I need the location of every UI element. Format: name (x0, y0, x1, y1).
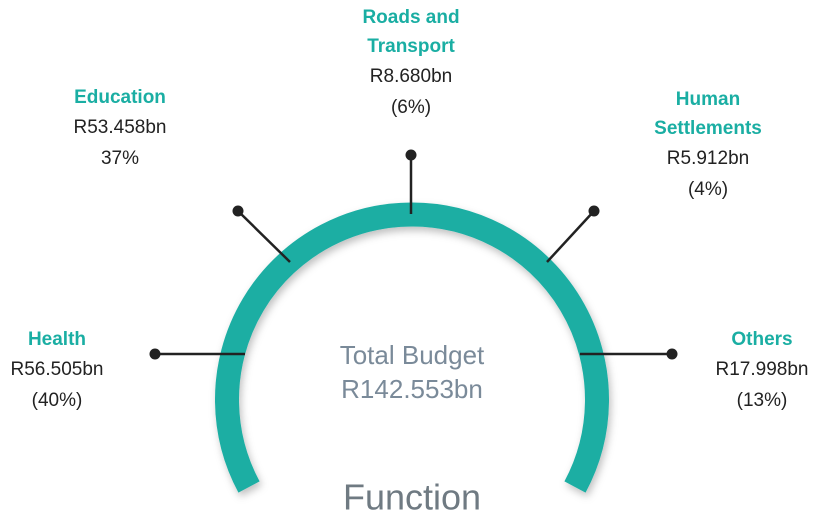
item-amount: R8.680bn (370, 66, 452, 87)
item-amount: R17.998bn (716, 359, 809, 380)
connector-dot (588, 205, 600, 217)
budget-arc (215, 202, 609, 493)
connector-dot (666, 348, 678, 360)
item-name: Settlements (654, 118, 762, 139)
connector-dot (232, 205, 244, 217)
center-label: Total Budget (340, 340, 485, 370)
item-name: Others (731, 329, 792, 350)
item-amount: R53.458bn (74, 117, 167, 138)
item-share: (4%) (688, 179, 728, 200)
connector-dot (405, 149, 417, 161)
item-share: (13%) (737, 390, 788, 411)
center-amount: R142.553bn (341, 374, 483, 404)
connector (237, 210, 291, 263)
item-amount: R5.912bn (667, 148, 749, 169)
item-share: (6%) (391, 97, 431, 118)
item-name: Health (28, 329, 86, 350)
item-amount: R56.505bn (11, 359, 104, 380)
item-name: Roads and (362, 7, 459, 28)
item-name: Human (676, 89, 740, 110)
item-name: Education (74, 87, 166, 108)
footer: Function (343, 477, 481, 518)
item-share: (40%) (32, 390, 83, 411)
item-name: Transport (367, 36, 455, 57)
connector-dot (149, 348, 161, 360)
connector (546, 210, 595, 263)
item-share: 37% (101, 148, 139, 169)
